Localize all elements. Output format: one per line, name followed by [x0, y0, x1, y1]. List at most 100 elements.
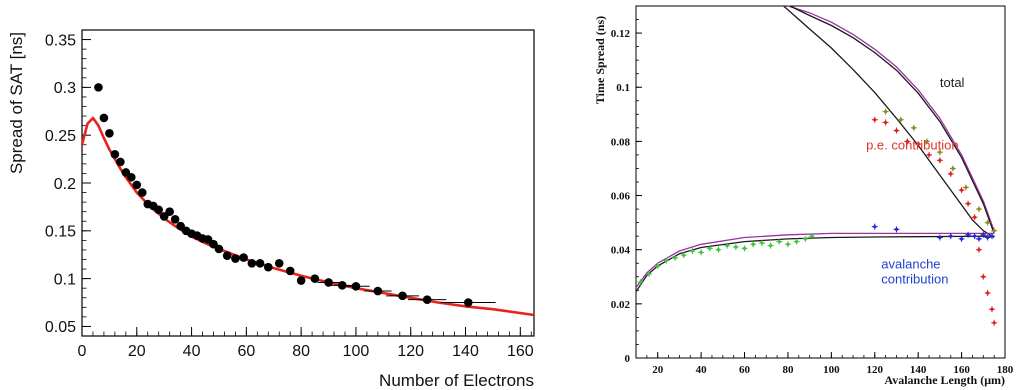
fit-curve-3 [635, 232, 995, 288]
data-point [742, 246, 747, 250]
y-tick-label: 0.35 [45, 32, 76, 49]
x-tick-label: 40 [183, 343, 201, 360]
data-point [274, 259, 284, 268]
data-point [760, 241, 764, 245]
data-point [925, 139, 929, 143]
x-tick-label: 140 [452, 343, 479, 360]
fit-curve-0 [787, 5, 995, 231]
data-point [170, 215, 180, 224]
data-point [239, 253, 248, 262]
x-tick-label: 100 [343, 343, 370, 360]
data-point [966, 202, 970, 206]
data-point [285, 266, 295, 276]
data-point [959, 188, 964, 192]
data-point [716, 248, 721, 252]
data-point [873, 118, 877, 122]
data-point [398, 291, 407, 301]
annotation-label: avalanche [881, 257, 940, 272]
data-point [214, 244, 224, 254]
data-point [708, 246, 712, 250]
data-point [154, 205, 164, 215]
data-point [132, 180, 142, 190]
data-point [986, 291, 990, 295]
data-point [938, 158, 942, 162]
x-tick-label: 40 [696, 364, 708, 376]
data-point [992, 321, 996, 325]
data-point [255, 259, 265, 268]
right-x-axis-label: Avalanche Length (μm) [884, 373, 1005, 387]
x-tick-label: 60 [739, 364, 751, 376]
data-point [664, 258, 668, 263]
data-point [263, 262, 273, 272]
x-tick-label: 0 [78, 343, 87, 360]
data-point [786, 242, 790, 246]
x-tick-label: 160 [507, 343, 534, 360]
data-point [463, 298, 473, 307]
chart-right: 0 0.02 0.04 0.06 0.08 0.1 0.12 20 40 60 80 100 120 1… [593, 5, 1014, 387]
data-point [699, 250, 703, 254]
left-x-axis-label: Number of Electrons [379, 371, 534, 390]
data-point [894, 227, 899, 231]
data-point [222, 251, 232, 260]
data-point [337, 281, 347, 290]
data-point [690, 249, 695, 253]
data-point [647, 272, 651, 276]
data-point [973, 215, 977, 219]
data-point [966, 233, 970, 237]
data-point [964, 185, 968, 190]
data-point [105, 128, 114, 138]
data-point [165, 207, 174, 216]
annotation-label: contribution [881, 272, 948, 287]
data-point [884, 110, 888, 114]
right-annotations: total p.e. contribution avalanchecontribut… [866, 75, 964, 286]
data-point [422, 295, 432, 304]
data-point [110, 150, 120, 159]
data-point [912, 126, 916, 130]
y-tick-label: 0.12 [611, 28, 631, 40]
x-tick-label: 20 [128, 343, 146, 360]
data-point [927, 153, 931, 157]
right-y-axis-label: Time Spread (ns) [593, 16, 607, 104]
x-tick-label: 20 [652, 364, 664, 376]
y-tick-label: 0.2 [54, 176, 76, 193]
data-point [116, 157, 125, 167]
data-point [682, 253, 686, 257]
data-point [959, 237, 964, 241]
data-point [231, 254, 240, 263]
x-tick-label: 140 [910, 364, 927, 376]
data-point [656, 264, 660, 268]
data-point [137, 188, 147, 197]
data-point [990, 307, 994, 311]
y-tick-label: 0.1 [616, 82, 630, 94]
x-tick-label: 160 [953, 364, 970, 376]
fit-curve-4 [635, 235, 995, 293]
data-point [986, 235, 990, 240]
data-point [949, 234, 953, 238]
data-point [981, 233, 985, 237]
y-tick-label: 0.04 [611, 245, 631, 257]
data-point [734, 245, 738, 249]
right-fit-curves [635, 5, 995, 293]
data-point [751, 242, 755, 246]
data-point [916, 142, 920, 146]
data-point [981, 275, 985, 279]
y-tick-label: 0.05 [45, 319, 76, 336]
data-point [977, 248, 981, 252]
data-point [296, 276, 306, 285]
fit-curve-1 [789, 5, 995, 234]
x-tick-label: 80 [782, 364, 794, 376]
data-point [638, 280, 642, 284]
data-point [973, 234, 977, 238]
data-point [938, 235, 942, 240]
data-point [990, 234, 994, 238]
x-tick-label: 120 [867, 364, 884, 376]
data-point [938, 150, 942, 154]
data-point [803, 237, 807, 241]
x-tick-label: 80 [292, 343, 310, 360]
data-point [894, 128, 899, 133]
y-tick-label: 0.08 [611, 136, 631, 148]
y-tick-label: 0.1 [54, 271, 76, 288]
data-point [673, 256, 677, 260]
left-x-axis: 0 20 40 60 80 100 120 140 160 [78, 327, 534, 360]
data-point [373, 286, 383, 296]
